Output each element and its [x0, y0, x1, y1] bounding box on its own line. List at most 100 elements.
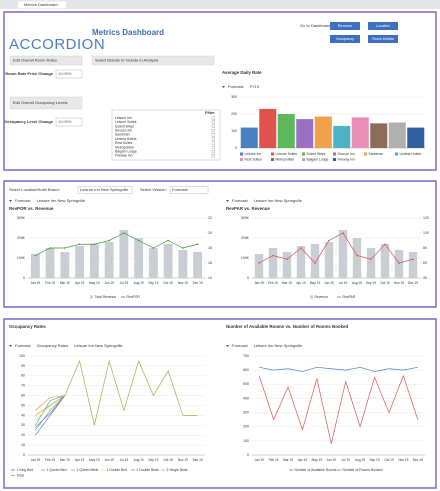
y2-tick-label: 80 [423, 246, 427, 250]
y2-tick-label: 120 [423, 216, 429, 220]
point [300, 247, 302, 249]
point [167, 239, 169, 242]
filter-label[interactable]: Forecast [228, 84, 244, 89]
button[interactable] [368, 22, 398, 30]
legend-label: Number of Rooms Booked [343, 468, 383, 472]
y-tick-label: 10 [21, 443, 25, 447]
point [398, 262, 400, 264]
legend-label: 1 Double Bed [107, 468, 128, 472]
legend-swatch [240, 152, 243, 156]
checkbox[interactable] [211, 133, 215, 137]
bar [388, 122, 406, 148]
legend-swatch [310, 295, 313, 299]
y-tick-label: 0 [247, 276, 249, 280]
x-tick-label: Oct 19 [163, 281, 173, 285]
dropdown[interactable] [169, 186, 209, 194]
checkbox[interactable] [211, 141, 215, 145]
bar [394, 250, 404, 278]
input[interactable] [55, 69, 83, 79]
x-tick-label: Jan 19 [254, 281, 264, 285]
button[interactable] [368, 35, 398, 43]
x-tick-label: Nov 19 [178, 458, 188, 462]
bar [45, 248, 55, 278]
x-tick-label: Jan 19 [31, 281, 41, 285]
x-tick-label: Nov 19 [398, 458, 408, 462]
filter-label[interactable]: Forecast [15, 343, 31, 348]
line [35, 395, 65, 426]
input-value[interactable]: 10.00% [58, 71, 72, 76]
column-header: Filter [205, 110, 215, 115]
filter-label[interactable]: Leisure Inn New Springville [254, 343, 303, 348]
filter-label[interactable]: Forecast [232, 343, 248, 348]
dropdown-value[interactable]: Leisure Inn New Springville [80, 187, 129, 192]
bar [314, 116, 332, 148]
link[interactable]: Go to Dashboard [300, 23, 330, 28]
filter-label[interactable]: Forecast [232, 198, 248, 203]
x-tick-label: Dec 19 [413, 458, 423, 462]
line [258, 232, 414, 264]
button-label[interactable]: Revenue [338, 24, 352, 28]
brand-name: Fireway Inn [115, 154, 133, 158]
y2-tick-label: 40 [423, 276, 427, 280]
bar [310, 244, 320, 278]
chart-title: Number of Available Rooms vs. Number of … [226, 324, 348, 329]
y-tick-label: 500 [243, 382, 249, 386]
brand-name: Solent Ways [115, 124, 134, 128]
label: Occupancy Level Change [4, 119, 53, 124]
dropdown[interactable] [77, 186, 133, 194]
legend-label: 2 Queen Beds [77, 468, 99, 472]
filter-label[interactable]: Leisure Inn New Springville [74, 343, 123, 348]
checkbox[interactable] [211, 137, 215, 141]
x-tick-label: Apr 19 [298, 458, 308, 462]
button-label[interactable]: Occupancy [336, 37, 354, 41]
dropdown-value[interactable]: Forecast [172, 187, 188, 192]
bar [119, 230, 129, 278]
filter-label[interactable]: Leisure Inn New Springville [37, 198, 86, 203]
bar [104, 242, 114, 278]
checkbox[interactable] [211, 116, 215, 120]
x-tick-label: Mar 19 [60, 458, 70, 462]
bar [193, 252, 203, 278]
x-tick-label: Aug 19 [352, 281, 362, 285]
legend-label: Snooze Inn [338, 152, 355, 156]
legend-label: Leisure Suites [276, 152, 298, 156]
line [258, 374, 419, 444]
filter-label[interactable]: Leisure Inn New Springville [254, 198, 303, 203]
x-tick-label: Dec 19 [408, 281, 418, 285]
tab-label[interactable]: Metrics Dashboard [24, 2, 58, 7]
y2-tick-label: 20 [208, 231, 212, 235]
input-value[interactable]: 10.00% [58, 119, 72, 124]
button[interactable] [330, 35, 360, 43]
heading: Select Brands to Include in Analysis [95, 58, 158, 63]
y-tick-label: 30 [21, 423, 25, 427]
y-tick-label: 0 [247, 453, 249, 457]
button-label[interactable]: Location [376, 24, 390, 28]
label: Room Rate Price Change [5, 71, 54, 76]
checkbox[interactable] [211, 154, 215, 158]
filter-label[interactable]: Forecast [15, 198, 31, 203]
checkbox[interactable] [211, 124, 215, 128]
x-tick-label: May 19 [312, 458, 323, 462]
checkbox[interactable] [211, 150, 215, 154]
filter-label[interactable]: FY19 [250, 84, 260, 89]
checkbox[interactable] [211, 129, 215, 133]
y-tick-label: 200 [231, 112, 237, 116]
y2-tick-label: 60 [423, 261, 427, 265]
line [35, 359, 198, 426]
legend-label: Total [17, 473, 24, 477]
checkbox[interactable] [211, 145, 215, 149]
button[interactable] [330, 22, 360, 30]
checkbox[interactable] [211, 120, 215, 124]
label: Select Location/Hotel Brand: [9, 187, 60, 192]
bar [407, 127, 425, 148]
bar [60, 252, 70, 278]
input[interactable] [55, 117, 83, 127]
filter-label[interactable]: Occupancy Rates [37, 343, 69, 348]
bar [30, 254, 40, 278]
y-tick-label: 200K [17, 236, 26, 240]
tab[interactable] [18, 1, 66, 9]
y-tick-label: 90 [21, 364, 25, 368]
button-label[interactable]: Room Details [372, 37, 394, 41]
section-heading [9, 96, 83, 110]
bar [296, 119, 314, 148]
